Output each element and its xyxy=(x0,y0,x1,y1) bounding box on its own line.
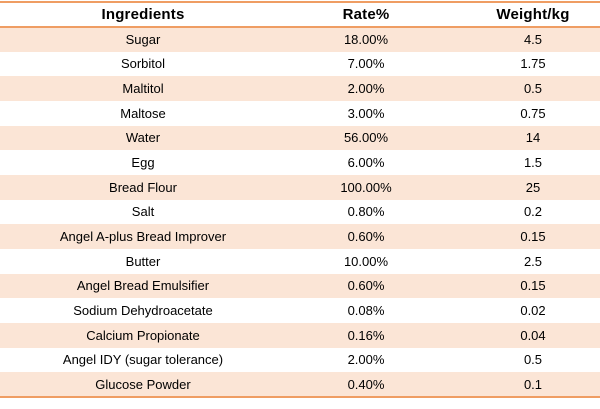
ingredient-cell: Maltose xyxy=(0,100,286,126)
rate-cell: 2.00% xyxy=(286,347,446,373)
table-row: Angel A-plus Bread Improver 0.60% 0.15 xyxy=(0,224,600,249)
ingredient-cell: Sodium Dehydroacetate xyxy=(0,298,286,323)
column-header-ingredients: Ingredients xyxy=(0,2,286,28)
weight-cell: 4.5 xyxy=(446,27,600,52)
ingredients-table: Ingredients Rate% Weight/kg Sugar 18.00%… xyxy=(0,1,600,398)
weight-cell: 0.5 xyxy=(446,347,600,373)
table-row: Water 56.00% 14 xyxy=(0,125,600,151)
ingredient-cell: Water xyxy=(0,125,286,151)
table-row: Glucose Powder 0.40% 0.1 xyxy=(0,372,600,397)
weight-cell: 1.5 xyxy=(446,150,600,175)
rate-cell: 0.60% xyxy=(286,273,446,299)
rate-cell: 10.00% xyxy=(286,248,446,274)
rate-cell: 7.00% xyxy=(286,51,446,77)
weight-cell: 0.5 xyxy=(446,76,600,101)
table-row: Sugar 18.00% 4.5 xyxy=(0,27,600,52)
ingredient-cell: Angel A-plus Bread Improver xyxy=(0,224,286,249)
weight-cell: 14 xyxy=(446,125,600,151)
table-row: Salt 0.80% 0.2 xyxy=(0,199,600,225)
ingredient-cell: Glucose Powder xyxy=(0,372,286,397)
table-row: Maltose 3.00% 0.75 xyxy=(0,100,600,126)
weight-cell: 0.02 xyxy=(446,298,600,323)
ingredient-cell: Angel Bread Emulsifier xyxy=(0,273,286,299)
rate-cell: 3.00% xyxy=(286,100,446,126)
weight-cell: 1.75 xyxy=(446,51,600,77)
table-row: Calcium Propionate 0.16% 0.04 xyxy=(0,322,600,348)
table-row: Angel IDY (sugar tolerance) 2.00% 0.5 xyxy=(0,347,600,373)
rate-cell: 0.16% xyxy=(286,322,446,348)
weight-cell: 0.15 xyxy=(446,273,600,299)
rate-cell: 0.40% xyxy=(286,372,446,397)
table-row: Sodium Dehydroacetate 0.08% 0.02 xyxy=(0,298,600,323)
ingredient-cell: Salt xyxy=(0,199,286,225)
ingredient-cell: Angel IDY (sugar tolerance) xyxy=(0,347,286,373)
table-row: Maltitol 2.00% 0.5 xyxy=(0,76,600,101)
column-header-rate: Rate% xyxy=(286,2,446,28)
weight-cell: 0.75 xyxy=(446,100,600,126)
weight-cell: 0.2 xyxy=(446,199,600,225)
rate-cell: 18.00% xyxy=(286,27,446,52)
weight-cell: 0.1 xyxy=(446,372,600,397)
header-row: Ingredients Rate% Weight/kg xyxy=(0,2,600,28)
rate-cell: 2.00% xyxy=(286,76,446,101)
rate-cell: 0.08% xyxy=(286,298,446,323)
table-row: Sorbitol 7.00% 1.75 xyxy=(0,51,600,77)
rate-cell: 0.60% xyxy=(286,224,446,249)
weight-cell: 2.5 xyxy=(446,248,600,274)
ingredient-cell: Butter xyxy=(0,248,286,274)
table-row: Angel Bread Emulsifier 0.60% 0.15 xyxy=(0,273,600,299)
ingredient-cell: Maltitol xyxy=(0,76,286,101)
ingredient-cell: Sorbitol xyxy=(0,51,286,77)
rate-cell: 100.00% xyxy=(286,174,446,200)
weight-cell: 0.04 xyxy=(446,322,600,348)
rate-cell: 56.00% xyxy=(286,125,446,151)
ingredient-cell: Egg xyxy=(0,150,286,175)
column-header-weight: Weight/kg xyxy=(446,2,600,28)
table-row: Bread Flour 100.00% 25 xyxy=(0,174,600,200)
ingredient-cell: Sugar xyxy=(0,27,286,52)
rate-cell: 0.80% xyxy=(286,199,446,225)
weight-cell: 0.15 xyxy=(446,224,600,249)
weight-cell: 25 xyxy=(446,174,600,200)
rate-cell: 6.00% xyxy=(286,150,446,175)
table-row: Egg 6.00% 1.5 xyxy=(0,150,600,175)
ingredient-cell: Calcium Propionate xyxy=(0,322,286,348)
ingredient-cell: Bread Flour xyxy=(0,174,286,200)
table-row: Butter 10.00% 2.5 xyxy=(0,248,600,274)
